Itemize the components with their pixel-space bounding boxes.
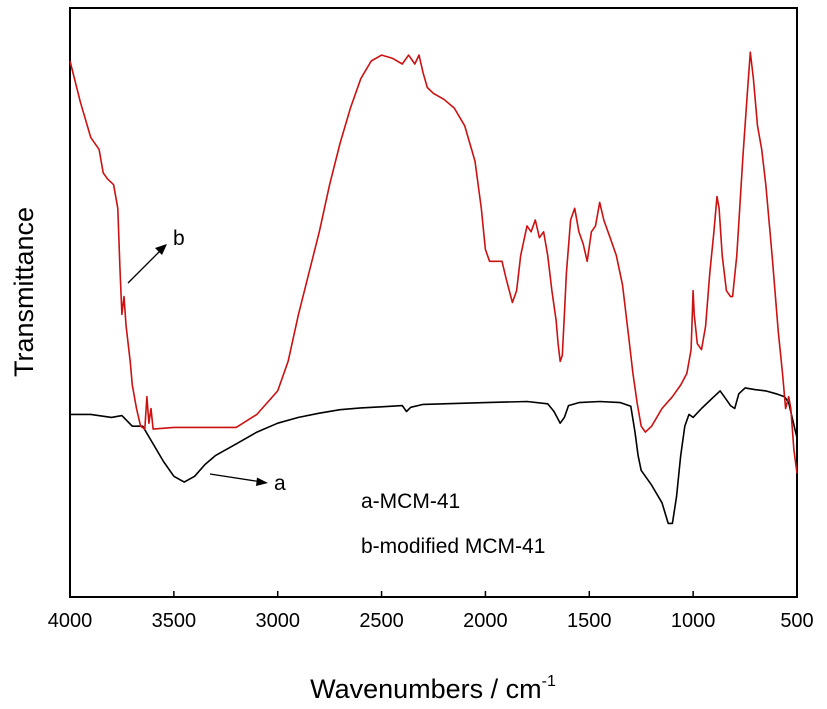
x-axis-title: Wavenumbers / cm-1 bbox=[310, 673, 556, 704]
arrow-a-head bbox=[256, 477, 268, 486]
legend-line-a: a-MCM-41 bbox=[361, 490, 460, 513]
plot-frame bbox=[69, 7, 798, 598]
annotation-b: b bbox=[127, 227, 185, 284]
series-layer bbox=[69, 51, 798, 525]
x-tick-label: 3500 bbox=[152, 610, 197, 632]
legend-line-b: b-modified MCM-41 bbox=[361, 535, 545, 558]
x-tick-label: 1500 bbox=[567, 610, 612, 632]
x-axis-ticks bbox=[69, 591, 798, 597]
arrow-a-shaft bbox=[209, 473, 263, 483]
x-tick-label: 4000 bbox=[48, 610, 93, 632]
series-line-a bbox=[70, 387, 798, 525]
x-axis-tick-labels: 4000 3500 3000 2500 2000 1500 1000 500 bbox=[48, 610, 814, 632]
arrow-b-shaft bbox=[127, 248, 163, 284]
x-tick-label: 500 bbox=[780, 610, 813, 632]
y-axis-title: Transmittance bbox=[9, 207, 39, 377]
x-axis-title-superscript: -1 bbox=[542, 673, 556, 690]
series-line-b bbox=[69, 51, 798, 474]
x-tick-label: 1000 bbox=[671, 610, 716, 632]
annotation-a-label: a bbox=[274, 472, 286, 495]
x-axis-title-main: Wavenumbers / cm bbox=[310, 674, 542, 704]
annotation-a: a bbox=[209, 472, 286, 495]
x-tick-label: 2500 bbox=[359, 610, 404, 632]
arrow-b-head bbox=[155, 244, 167, 255]
x-tick-label: 3000 bbox=[255, 610, 300, 632]
x-tick-label: 2000 bbox=[463, 610, 508, 632]
annotation-b-label: b bbox=[173, 227, 185, 250]
